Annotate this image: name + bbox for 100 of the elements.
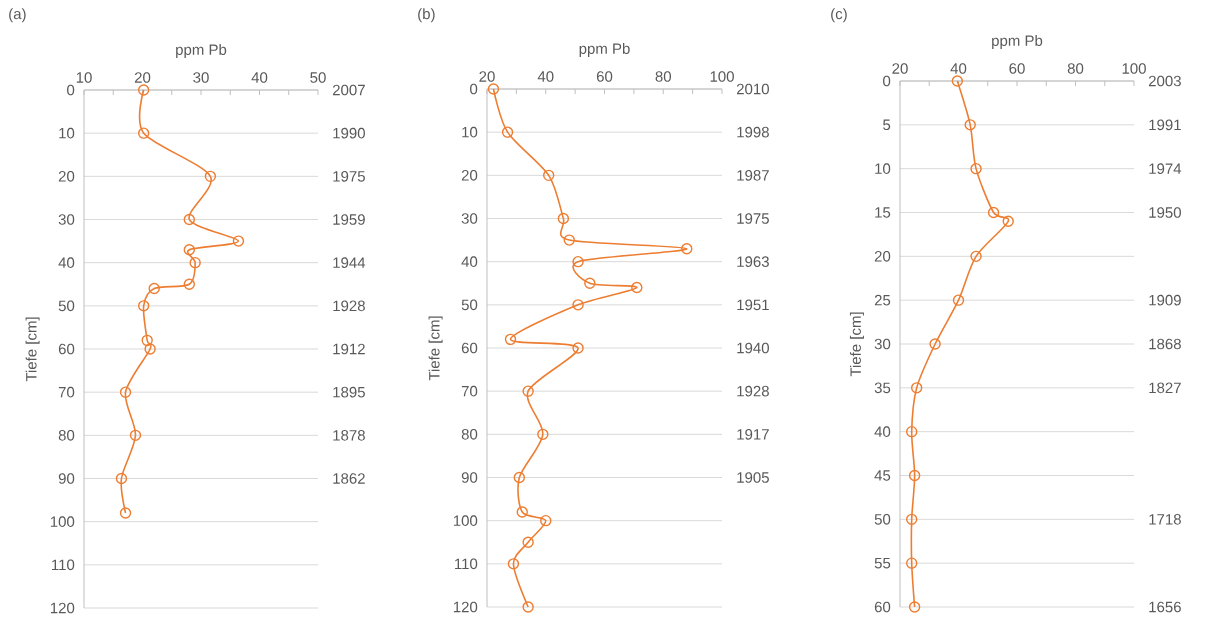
- y-axis-title: Tiefe [cm]: [428, 316, 443, 381]
- x-axis-title: ppm Pb: [992, 35, 1043, 49]
- point: [137, 300, 150, 312]
- point: [137, 84, 150, 96]
- y-tick-label: 15: [875, 207, 891, 218]
- x-tick-label: 20: [479, 71, 495, 82]
- point: [540, 514, 552, 527]
- point: [929, 338, 941, 350]
- text: 1718: [1149, 514, 1181, 525]
- text: 1959: [333, 214, 365, 225]
- text: 1909: [1149, 294, 1181, 306]
- point: [906, 425, 918, 438]
- text: 1868: [1149, 338, 1181, 350]
- y-axis-title: Tiefe [cm]: [25, 317, 40, 382]
- point: [970, 250, 982, 263]
- point: [970, 162, 982, 175]
- point: [951, 75, 964, 87]
- point: [522, 536, 534, 548]
- text: 1998: [737, 126, 769, 138]
- y-tick-label: 50: [58, 300, 75, 312]
- y-tick-label: 120: [453, 601, 478, 613]
- point: [115, 472, 128, 485]
- text: 1912: [333, 343, 365, 355]
- point: [189, 256, 201, 269]
- y-tick-label: 50: [874, 514, 891, 525]
- y-tick-label: 90: [58, 473, 75, 484]
- y-tick-label: 35: [874, 382, 891, 394]
- y-axis-title: Tiefe [cm]: [849, 312, 864, 377]
- y-tick-label: 60: [58, 343, 75, 355]
- x-axis-title: ppm Pb: [579, 43, 630, 57]
- text: 1656: [1149, 601, 1181, 613]
- point: [507, 558, 520, 570]
- x-tick-label: 60: [1009, 63, 1025, 74]
- point: [542, 169, 555, 182]
- point: [129, 429, 142, 442]
- text: 1975: [333, 171, 365, 182]
- y-tick-label: 110: [455, 558, 478, 570]
- point: [681, 243, 693, 255]
- point: [516, 506, 528, 518]
- text: 1975: [737, 213, 769, 224]
- x-tick-label: 60: [596, 71, 613, 82]
- point: [557, 212, 570, 225]
- text: 1991: [1149, 119, 1181, 131]
- text: 1940: [737, 342, 769, 354]
- y-tick-label: 30: [58, 214, 75, 225]
- text: 2003: [1148, 75, 1181, 87]
- point: [910, 382, 923, 394]
- text: 1928: [333, 300, 365, 312]
- x-tick-label: 20: [892, 63, 908, 74]
- point: [964, 119, 976, 131]
- text: 1963: [737, 256, 769, 267]
- text: (a): [9, 8, 26, 23]
- point: [119, 386, 132, 398]
- x-axis-title: ppm Pb: [176, 44, 227, 58]
- text: 1895: [333, 386, 365, 398]
- y-tick-label: 40: [874, 426, 891, 437]
- y-tick-label: 55: [874, 557, 891, 569]
- point: [906, 513, 918, 526]
- point: [572, 342, 584, 354]
- y-tick-label: 10: [59, 127, 75, 139]
- y-tick-label: 10: [462, 126, 478, 138]
- text: 1917: [737, 429, 769, 440]
- y-tick-label: 40: [461, 256, 478, 267]
- point: [563, 234, 575, 246]
- point: [148, 282, 160, 295]
- x-tick-label: 100: [1122, 63, 1146, 74]
- y-tick-label: 10: [875, 163, 891, 174]
- y-tick-label: 80: [461, 429, 478, 440]
- text: 1951: [737, 299, 769, 311]
- point: [522, 601, 534, 613]
- text: 1905: [737, 472, 769, 483]
- text: 1990: [333, 127, 365, 139]
- x-tick-label: 20: [134, 72, 151, 83]
- point: [1002, 215, 1014, 227]
- y-tick-label: 45: [874, 470, 891, 481]
- text: 1950: [1149, 207, 1181, 218]
- text: 1862: [333, 473, 365, 484]
- y-tick-label: 30: [874, 338, 891, 350]
- x-tick-label: 30: [193, 72, 209, 83]
- text: 1878: [333, 430, 365, 441]
- y-tick-label: 20: [461, 170, 478, 181]
- x-tick-label: 80: [1067, 63, 1084, 74]
- y-tick-label: 25: [874, 294, 891, 306]
- x-tick-label: 40: [251, 72, 268, 83]
- text: 2010: [736, 83, 769, 95]
- point: [144, 343, 156, 355]
- point: [204, 170, 217, 183]
- x-tick-label: 80: [655, 71, 671, 82]
- y-tick-label: 120: [50, 602, 75, 614]
- point: [987, 206, 1000, 219]
- text: (b): [418, 8, 435, 23]
- text: 2007: [332, 84, 365, 96]
- y-tick-label: 100: [50, 516, 75, 527]
- y-tick-label: 20: [874, 251, 891, 262]
- point: [183, 278, 196, 290]
- point: [908, 469, 921, 482]
- x-tick-label: 40: [537, 71, 554, 82]
- point: [631, 281, 643, 294]
- point: [137, 127, 150, 139]
- y-tick-label: 0: [67, 84, 75, 96]
